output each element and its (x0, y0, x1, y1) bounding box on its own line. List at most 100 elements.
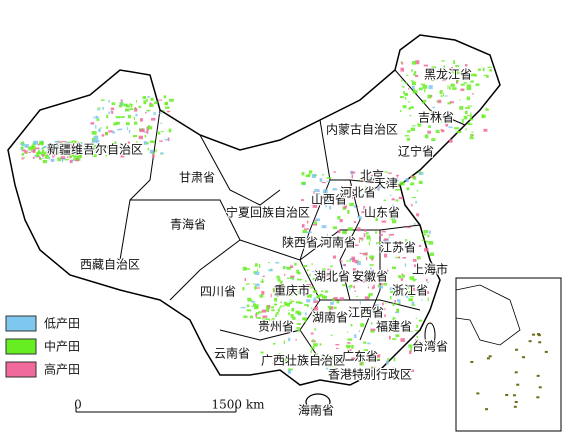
patch (432, 106, 436, 109)
patch (406, 250, 408, 253)
patch (321, 295, 326, 299)
patch (469, 137, 474, 140)
patch (262, 318, 266, 322)
patch (306, 220, 309, 224)
patch (120, 116, 125, 118)
patch (256, 268, 259, 272)
patch (453, 60, 456, 65)
patch (314, 188, 320, 192)
patch (392, 294, 394, 297)
patch (57, 157, 62, 162)
patch (406, 226, 411, 229)
patch (118, 105, 122, 108)
patch (134, 107, 136, 110)
patch (349, 288, 351, 291)
patch (380, 283, 383, 286)
patch (364, 310, 368, 315)
patch (377, 188, 380, 192)
patch (343, 199, 346, 202)
patch (401, 61, 404, 65)
patch (347, 342, 351, 344)
patch (273, 327, 276, 330)
patch (313, 290, 318, 293)
region-label: 浙江省 (392, 284, 428, 298)
patch (306, 231, 308, 233)
patch (395, 256, 400, 259)
patch (455, 65, 459, 68)
island (536, 333, 540, 336)
patch (384, 314, 386, 318)
patch (32, 156, 35, 159)
patch (394, 299, 397, 303)
patch (397, 299, 400, 302)
patch (363, 188, 367, 191)
patch (261, 278, 264, 283)
patch (152, 154, 155, 159)
patch (131, 146, 133, 151)
patch (79, 150, 83, 155)
patch (383, 171, 389, 173)
region-label: 广西壮族自治区 (261, 354, 345, 368)
patch (49, 156, 51, 160)
patch (272, 343, 276, 345)
patch (349, 185, 352, 188)
patch (359, 306, 362, 309)
patch (344, 242, 349, 244)
patch (135, 146, 138, 150)
patch (313, 297, 317, 302)
patch (72, 140, 77, 143)
patch (381, 302, 384, 306)
patch (114, 141, 117, 146)
patch (429, 252, 434, 256)
patch (449, 101, 454, 104)
patch (313, 300, 319, 303)
island (512, 394, 516, 397)
patch (105, 131, 108, 136)
legend-label: 中产田 (44, 339, 80, 354)
patch (105, 154, 108, 157)
patch (348, 309, 350, 311)
patch (428, 72, 434, 76)
patch (333, 297, 338, 300)
patch (368, 241, 370, 246)
patch (465, 107, 471, 109)
patch (368, 294, 371, 298)
patch (56, 147, 58, 152)
patch (411, 304, 416, 306)
patch (39, 156, 41, 160)
patch (386, 360, 389, 365)
patch (279, 305, 285, 307)
patch (353, 285, 356, 289)
patch (295, 339, 297, 341)
region-label: 内蒙古自治区 (326, 122, 398, 137)
patch (283, 301, 288, 305)
patch (343, 263, 346, 267)
patch (411, 86, 415, 90)
patch (395, 199, 399, 202)
patch (262, 315, 268, 318)
patch (290, 277, 294, 280)
patch (370, 330, 375, 333)
patch (329, 205, 332, 210)
patch (73, 145, 77, 149)
patch (289, 265, 294, 268)
patch (287, 290, 292, 293)
patch (379, 286, 384, 289)
region-label: 湖北省 (314, 269, 350, 284)
patch (451, 66, 453, 70)
patch (295, 301, 301, 304)
patch (469, 118, 474, 121)
patch (105, 146, 110, 148)
region-label: 陕西省 (282, 235, 318, 250)
patch (379, 233, 383, 236)
patch (402, 105, 407, 109)
patch (404, 135, 410, 137)
island (515, 348, 519, 351)
patch (46, 152, 49, 156)
patch (409, 350, 412, 354)
patch (417, 256, 421, 260)
patch (352, 271, 355, 275)
patch (471, 131, 474, 133)
island (516, 383, 520, 386)
patch (31, 150, 34, 152)
